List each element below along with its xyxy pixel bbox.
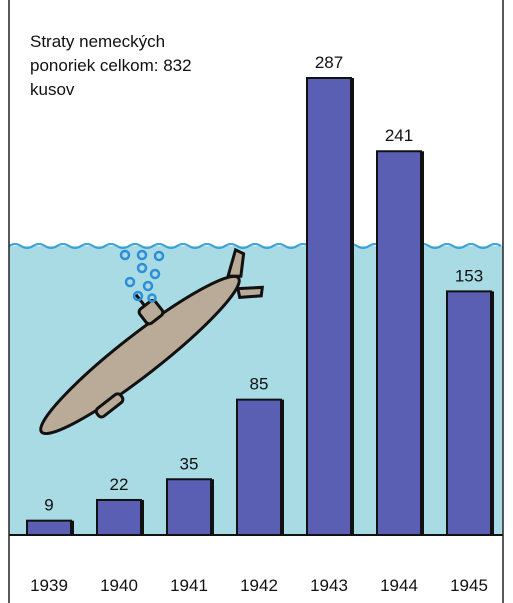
bar	[236, 398, 282, 537]
bar	[306, 77, 352, 536]
bar	[26, 519, 72, 537]
bar	[376, 150, 422, 537]
value-label: 22	[110, 475, 129, 494]
x-tick-label: 1941	[170, 576, 208, 595]
value-label: 35	[180, 454, 199, 473]
x-tick-label: 1945	[450, 576, 488, 595]
value-label: 9	[44, 496, 53, 515]
value-label: 85	[250, 375, 269, 394]
x-tick-label: 1939	[30, 576, 68, 595]
x-tick-label: 1940	[100, 576, 138, 595]
chart-title: Straty nemeckých ponoriek celkom: 832 ku…	[30, 32, 192, 99]
value-label: 153	[455, 266, 483, 285]
bar	[166, 478, 212, 536]
bar	[96, 498, 142, 536]
bubbles	[119, 249, 165, 303]
x-tick-label: 1943	[310, 576, 348, 595]
submarine	[39, 247, 264, 436]
bar	[446, 290, 492, 537]
value-label: 241	[385, 126, 413, 145]
x-tick-label: 1944	[380, 576, 418, 595]
value-label: 287	[315, 53, 343, 72]
x-tick-label: 1942	[240, 576, 278, 595]
